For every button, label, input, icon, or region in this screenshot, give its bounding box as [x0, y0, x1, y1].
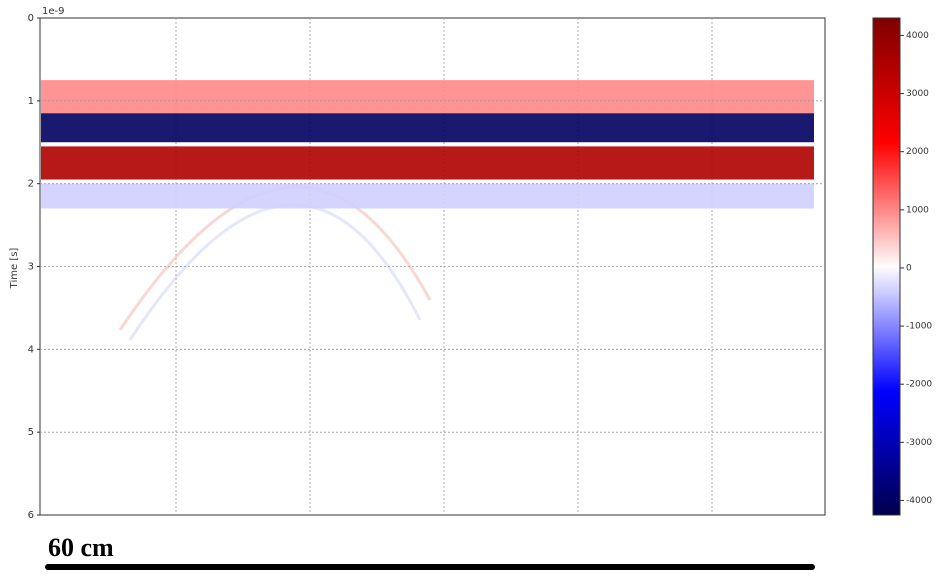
colorbar-tick-label: -1000	[906, 322, 932, 332]
band	[41, 113, 814, 142]
y-axis-label: Time [s]	[9, 248, 20, 290]
colorbar	[873, 18, 900, 515]
y-tick-label: 3	[28, 262, 34, 273]
band	[41, 80, 814, 113]
y-tick-label: 4	[28, 344, 34, 355]
band	[41, 146, 814, 179]
colorbar-tick-label: 3000	[906, 89, 929, 99]
chart: 1e-9 Time [s] 60 cm 0 1 2 3 4 5 6 4000 3000 2000 1…	[0, 0, 942, 572]
colorbar-tick-label: 2000	[906, 147, 929, 157]
y-tick-label: 2	[28, 179, 34, 190]
scale-label: 60 cm	[48, 533, 114, 562]
y-tick-label: 6	[28, 510, 34, 521]
colorbar-tick-label: -3000	[906, 438, 932, 448]
colorbar-tick-label: 1000	[906, 205, 929, 215]
y-tick-label: 5	[28, 427, 34, 438]
band	[41, 184, 814, 209]
offset-label: 1e-9	[42, 6, 65, 17]
colorbar-tick-label: 0	[906, 263, 912, 273]
y-tick-label: 0	[28, 13, 34, 24]
colorbar-tick-label: -2000	[906, 380, 932, 390]
y-tick-label: 1	[28, 96, 34, 107]
colorbar-tick-label: 4000	[906, 31, 929, 41]
colorbar-tick-label: -4000	[906, 496, 932, 506]
